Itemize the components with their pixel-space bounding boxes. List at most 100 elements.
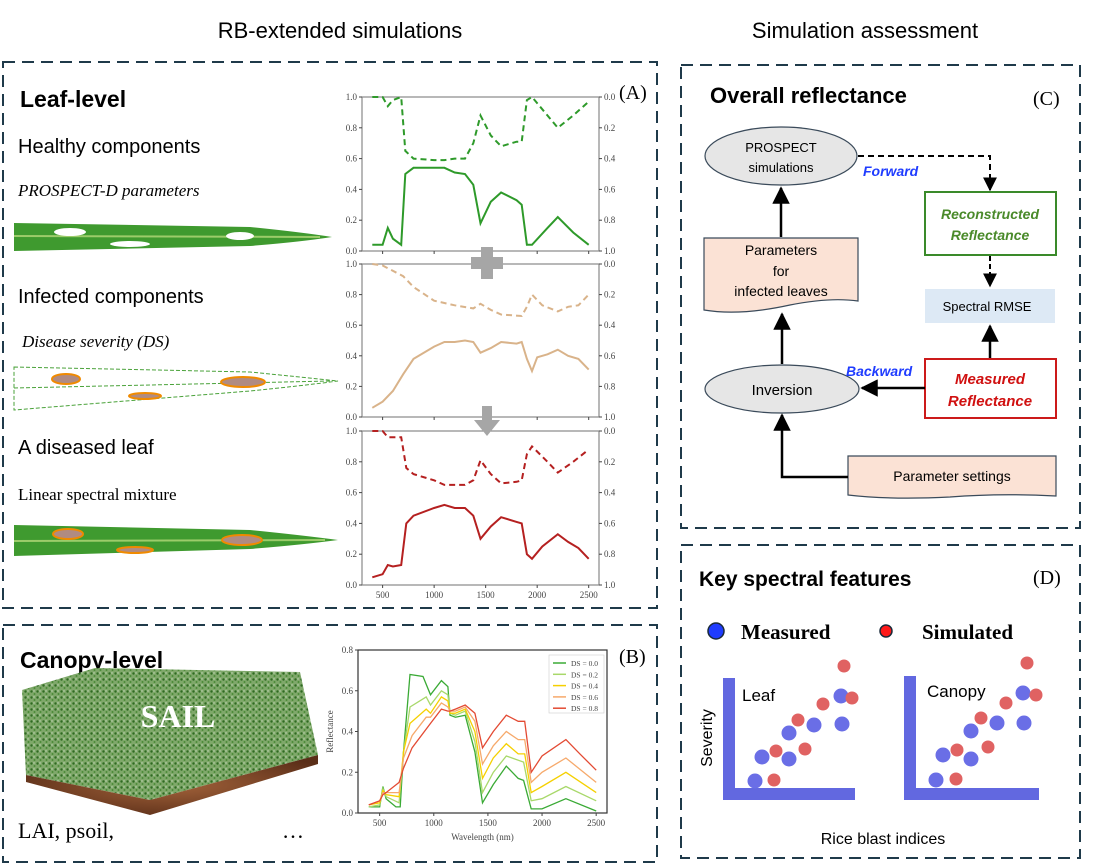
y-tick-label: 1.0: [346, 426, 358, 436]
y-right-tick-label: 1.0: [604, 580, 616, 590]
legend-label: DS = 0.0: [571, 659, 598, 668]
reconstructed-label-1: Reconstructed: [941, 206, 1039, 222]
simulated-point: [845, 691, 859, 705]
panel-c-title: Overall reflectance: [710, 83, 907, 108]
prospect-label-1: PROSPECT: [745, 140, 817, 155]
plot-frame: [361, 263, 600, 418]
y-tick-label: 0.0: [342, 808, 354, 818]
y-tick-label: 0.0: [346, 246, 358, 256]
measured-point: [754, 749, 770, 765]
measured-point: [963, 751, 979, 767]
simulated-point: [949, 772, 963, 786]
y-right-tick-label: 0.4: [604, 154, 616, 164]
y-tick-label: 0.2: [342, 767, 353, 777]
schematic-scatter: [747, 656, 1043, 789]
leaf-spectra-charts: 0.0 0.2 0.4 0.6 0.8 1.0 1.0 0.8 0.6 0.4 0.2 0.0 0.0 0…: [346, 92, 616, 600]
forward-arrow: [858, 155, 997, 192]
legend-measured-label: Measured: [741, 620, 831, 644]
y-tick-label: 0.0: [346, 580, 358, 590]
forward-label: Forward: [863, 163, 919, 179]
diseased-heading: A diseased leaf: [18, 437, 154, 459]
legend-measured-marker: [707, 622, 725, 640]
infected-heading: Infected components: [18, 286, 204, 308]
leaf-chart-a-infected: 0.0 0.2 0.4 0.6 0.8 1.0 1.0 0.8 0.6 0.4 0.2 0.0: [346, 259, 616, 422]
severity-axis-label: Severity: [699, 709, 716, 767]
y-right-tick-label: 0.0: [604, 259, 616, 269]
panel-b-frame: [2, 624, 658, 863]
measured-point: [833, 688, 849, 704]
y-tick-label: 0.2: [346, 549, 357, 559]
y-right-tick-label: 0.2: [604, 290, 615, 300]
backward-label: Backward: [846, 363, 913, 379]
y-right-tick-label: 0.2: [604, 123, 615, 133]
legend-simulated-marker: [879, 624, 893, 638]
y-tick-label: 0.4: [346, 351, 358, 361]
simulated-point: [999, 696, 1013, 710]
panel-a-frame: [2, 61, 658, 609]
rmse-node: [925, 289, 1055, 323]
header-left: RB-extended simulations: [218, 18, 463, 43]
arrow-down-icon: [474, 406, 500, 436]
panel-b-label: (B): [619, 646, 646, 668]
x-tick-label: 2000: [533, 818, 552, 828]
measured-point: [834, 716, 850, 732]
x-axis-label: Wavelength (nm): [451, 832, 514, 842]
y-tick-label: 0.4: [346, 184, 358, 194]
leaf-scatter-axes: [723, 678, 855, 800]
x-tick-label: 2000: [528, 590, 547, 600]
reconstructed-label-2: Reflectance: [951, 227, 1030, 243]
panel-c-label: (C): [1033, 88, 1060, 110]
parameters-node: [703, 237, 859, 313]
x-tick-label: 500: [373, 818, 387, 828]
x-tick-label: 1500: [479, 818, 498, 828]
series-line-0: [368, 673, 597, 812]
simulated-point: [974, 711, 988, 725]
measured-point: [963, 723, 979, 739]
x-tick-label: 2500: [587, 818, 606, 828]
panel-d-title: Key spectral features: [699, 568, 911, 591]
simulated-point: [798, 742, 812, 756]
y-tick-label: 0.8: [342, 645, 354, 655]
infected-leaf-illustration: [13, 366, 339, 411]
y-tick-label: 0.2: [346, 381, 357, 391]
transmittance-line: [372, 95, 590, 162]
y-tick-label: 0.6: [346, 488, 358, 498]
prospect-node: [704, 126, 858, 186]
measured-point: [1015, 685, 1031, 701]
healthy-subheading: PROSPECT-D parameters: [17, 181, 200, 200]
measured-point: [935, 747, 951, 763]
legend-label: DS = 0.8: [571, 704, 598, 713]
y-tick-label: 0.0: [346, 412, 358, 422]
simulated-point: [1020, 656, 1034, 670]
measured-node: [924, 358, 1057, 419]
y-right-tick-label: 0.8: [604, 215, 616, 225]
panel-b-title: Canopy-level: [20, 647, 163, 673]
canopy-scatter-axes: [904, 676, 1039, 800]
y-right-tick-label: 0.6: [604, 518, 616, 528]
parameters-label-1: Parameters: [745, 242, 817, 258]
legend-label: DS = 0.4: [571, 682, 598, 691]
transmittance-line: [372, 263, 590, 318]
series-line-2: [368, 696, 597, 806]
legend-simulated-label: Simulated: [922, 620, 1013, 644]
measured-label-1: Measured: [955, 371, 1026, 388]
legend-box: [548, 654, 605, 714]
rmse-label: Spectral RMSE: [943, 299, 1032, 314]
canopy-scatter-label: Canopy: [927, 682, 986, 701]
measured-point: [781, 725, 797, 741]
parameters-label-2: for: [773, 263, 790, 279]
y-right-tick-label: 1.0: [604, 412, 616, 422]
panel-d-frame: [680, 544, 1081, 859]
y-tick-label: 0.6: [346, 320, 358, 330]
canopy-params-ellipsis: …: [282, 818, 304, 843]
prospect-label-2: simulations: [748, 160, 814, 175]
y-tick-label: 1.0: [346, 259, 358, 269]
y-right-tick-label: 0.6: [604, 184, 616, 194]
simulated-point: [1029, 688, 1043, 702]
simulated-point: [767, 773, 781, 787]
measured-point: [989, 715, 1005, 731]
y-right-tick-label: 0.2: [604, 457, 615, 467]
y-tick-label: 0.8: [346, 123, 358, 133]
transmittance-line: [372, 430, 590, 486]
